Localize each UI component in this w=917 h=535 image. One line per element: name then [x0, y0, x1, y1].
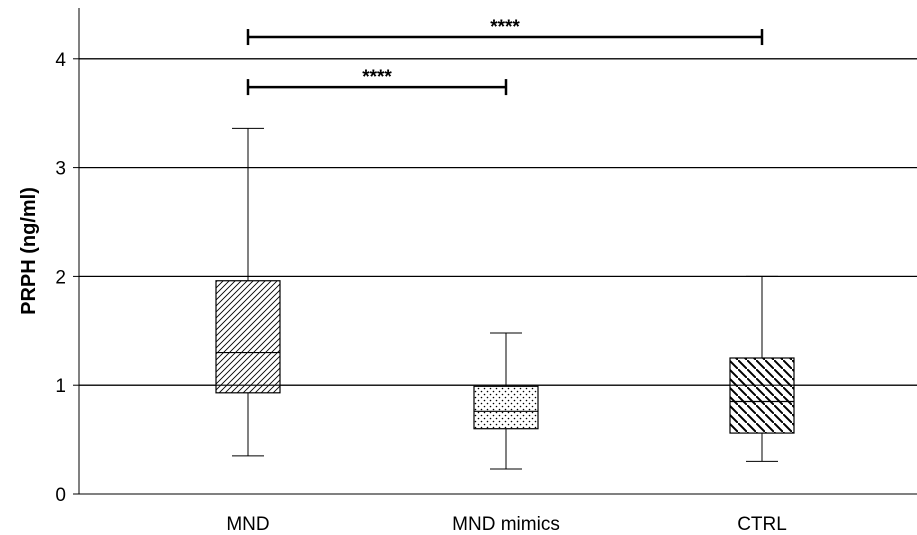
box-mnd: [215, 127, 281, 457]
boxes: [79, 58, 917, 470]
y-tick-label-2: 2: [55, 267, 66, 288]
axis-labels: 0 1 2 3 4 MND MND mimics CTRL PRPH (ng/ml): [18, 50, 787, 535]
y-tick-label-0: 0: [55, 485, 66, 506]
box-iqr: [473, 385, 539, 430]
y-tick-label-3: 3: [55, 159, 66, 180]
significance-label: ****: [490, 17, 520, 38]
y-axis-title: PRPH (ng/ml): [18, 187, 40, 315]
box-iqr: [215, 280, 281, 394]
x-tick-label-mnd: MND: [226, 514, 269, 535]
y-tick-label-4: 4: [55, 50, 66, 71]
x-tick-label-ctrl: CTRL: [737, 514, 787, 535]
box-ctrl: [729, 275, 795, 462]
grid-lines: [79, 58, 917, 386]
box-mnd-mimics: [473, 332, 539, 470]
y-tick-label-1: 1: [55, 376, 66, 397]
significance-bracket-1: ****: [246, 17, 764, 46]
axes: [73, 8, 917, 495]
x-tick-label-mnd-mimics: MND mimics: [452, 514, 560, 535]
box-iqr: [729, 357, 795, 434]
significance-bracket-0: ****: [246, 67, 508, 96]
significance-brackets: **** ****: [246, 17, 764, 96]
significance-label: ****: [362, 67, 392, 88]
